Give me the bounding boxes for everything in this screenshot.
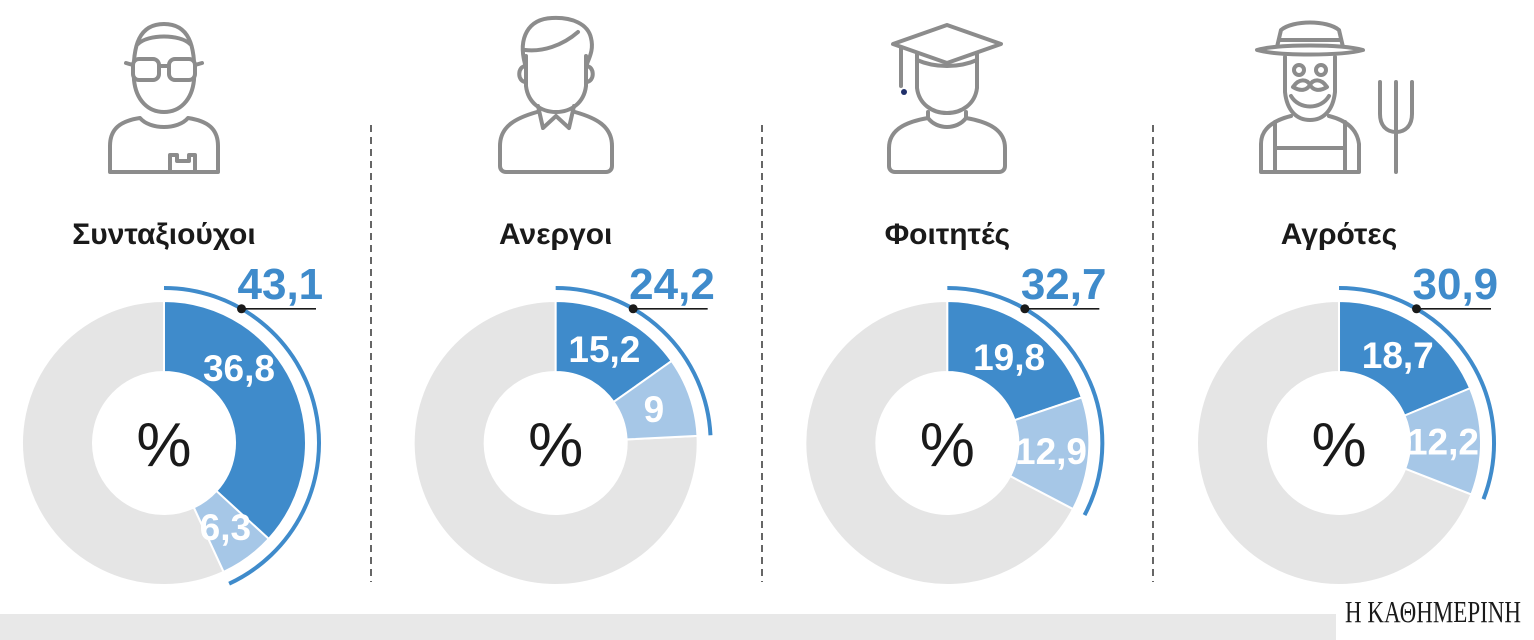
remainder-slice	[412, 299, 699, 586]
total-marker-dot	[628, 304, 638, 314]
unit-symbol: %	[920, 411, 975, 480]
chart-title: Συνταξιούχοι	[72, 218, 255, 251]
primary-value-label: 36,8	[203, 348, 275, 389]
publisher-logo: Η ΚΑΘΗΜΕΡΙΝΗ	[1345, 594, 1521, 629]
donut-chart: Αγρότες% 30,9 18,7 12,2	[1196, 218, 1499, 586]
total-value-label: 30,9	[1413, 260, 1499, 309]
chart-title: Αγρότες	[1281, 218, 1398, 251]
pensioner-icon	[108, 22, 220, 174]
primary-slice	[163, 299, 307, 541]
donut-chart: Ανεργοι% 24,2 15,29	[412, 218, 715, 586]
secondary-slice	[1403, 386, 1482, 496]
remainder-slice	[21, 299, 225, 586]
unit-symbol: %	[528, 411, 583, 480]
secondary-value-label: 9	[644, 389, 665, 430]
total-value-label: 24,2	[629, 260, 715, 309]
secondary-value-label: 6,3	[200, 507, 251, 548]
total-value-label: 32,7	[1021, 260, 1107, 309]
total-marker-dot	[1412, 304, 1422, 314]
primary-value-label: 18,7	[1362, 335, 1434, 376]
chart-title: Φοιτητές	[885, 218, 1011, 251]
unemployed-person-icon	[498, 15, 614, 174]
primary-value-label: 19,8	[973, 337, 1045, 378]
total-arc	[947, 286, 1105, 517]
unit-symbol: %	[1311, 411, 1366, 480]
remainder-slice	[1196, 299, 1473, 586]
total-value-label: 43,1	[238, 260, 324, 309]
total-marker-dot	[1020, 304, 1030, 314]
farmer-icon	[1255, 20, 1414, 174]
remainder-slice	[804, 299, 1075, 586]
total-arc	[555, 286, 713, 436]
primary-value-label: 15,2	[568, 329, 640, 370]
total-arc	[163, 286, 321, 586]
chart-title: Ανεργοι	[499, 218, 612, 251]
secondary-slice	[612, 359, 699, 441]
primary-slice	[946, 299, 1084, 422]
total-marker-dot	[237, 304, 246, 314]
footer-band	[0, 614, 1336, 640]
donut-chart: Συνταξιούχοι% 43,1 36,8 6,3	[21, 218, 324, 586]
primary-slice	[1338, 299, 1472, 417]
secondary-slice	[1008, 396, 1091, 511]
donut-chart: Φοιτητές% 32,7 19,8 12,9	[804, 218, 1107, 586]
total-arc	[1339, 286, 1496, 500]
secondary-value-label: 12,2	[1407, 422, 1479, 463]
secondary-slice	[192, 489, 271, 574]
graduate-student-icon	[887, 23, 1007, 174]
unit-symbol: %	[136, 411, 191, 480]
secondary-value-label: 12,9	[1015, 431, 1087, 472]
donut-charts: Συνταξιούχοι% 43,1 36,8 6,3 Ανεργοι% 24,2 15,2…	[21, 218, 1499, 586]
